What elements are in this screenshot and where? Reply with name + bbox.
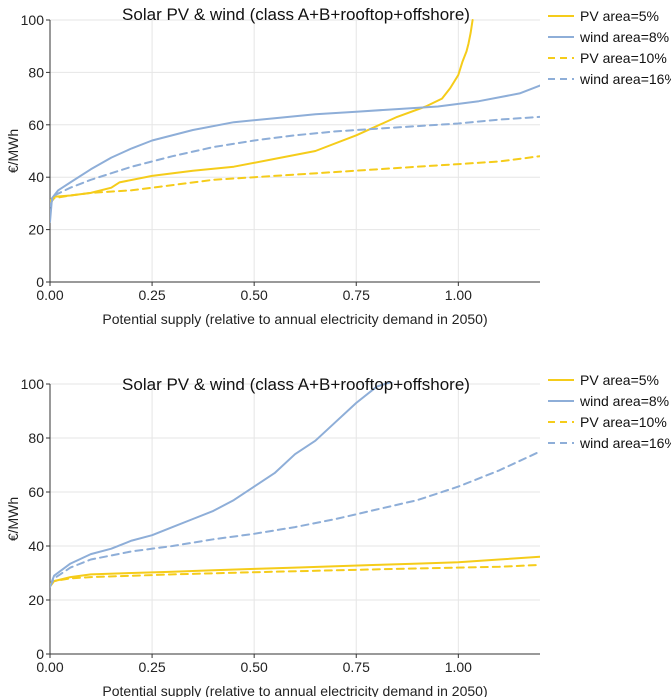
- x-tick-label: 0.75: [343, 659, 370, 675]
- y-axis-title: €/MWh: [5, 129, 21, 173]
- legend-label: wind area=8%: [579, 29, 669, 45]
- x-tick-label: 0.50: [241, 659, 268, 675]
- series-line-pv-area-5: [50, 19, 474, 202]
- chart-title: Solar PV & wind (class A+B+rooftop+offsh…: [122, 375, 470, 394]
- series-line-wind-area-8: [50, 382, 394, 588]
- x-tick-label: 0.25: [138, 659, 165, 675]
- y-tick-label: 0: [36, 646, 44, 662]
- series-line-pv-area-10: [50, 563, 540, 585]
- x-tick-label: 0.50: [241, 287, 268, 303]
- series-line-wind-area-16: [50, 450, 540, 588]
- legend-label: PV area=10%: [580, 50, 667, 66]
- y-tick-label: 100: [21, 376, 45, 392]
- chart-panel-bottom: 0.00 0.25 0.50 0.75 1.00 0 20 40 60 80 100 Potentia…: [5, 372, 671, 697]
- y-tick-label: 60: [28, 484, 44, 500]
- y-axis-title: €/MWh: [5, 497, 21, 541]
- x-tick-label: 1.00: [445, 287, 472, 303]
- x-axis-title: Potential supply (relative to annual ele…: [102, 311, 487, 327]
- x-tick-label: 0.00: [36, 287, 63, 303]
- series-line-wind-area-8: [50, 84, 540, 223]
- series-line-pv-area-5: [50, 555, 540, 588]
- legend-label: PV area=5%: [580, 8, 659, 24]
- series-line-wind-area-16: [50, 115, 540, 207]
- y-tick-label: 20: [28, 222, 44, 238]
- chart-title: Solar PV & wind (class A+B+rooftop+offsh…: [122, 5, 470, 24]
- legend-label: wind area=16%: [579, 71, 671, 87]
- chart-panel-top: 0.00 0.25 0.50 0.75 1.00 0 20 40 60 80 100 Potentia…: [5, 5, 671, 327]
- y-tick-label: 80: [28, 64, 44, 80]
- y-tick-label: 20: [28, 592, 44, 608]
- legend-label: PV area=10%: [580, 414, 667, 430]
- legend-label: PV area=5%: [580, 372, 659, 388]
- y-tick-label: 40: [28, 538, 44, 554]
- y-tick-label: 100: [21, 12, 45, 28]
- x-axis-title: Potential supply (relative to annual ele…: [102, 683, 487, 697]
- y-tick-label: 60: [28, 117, 44, 133]
- x-tick-label: 0.25: [138, 287, 165, 303]
- series-line-pv-area-10: [50, 155, 540, 205]
- y-tick-label: 40: [28, 169, 44, 185]
- x-tick-label: 0.75: [343, 287, 370, 303]
- y-tick-label: 0: [36, 274, 44, 290]
- x-tick-label: 1.00: [445, 659, 472, 675]
- legend-label: wind area=8%: [579, 393, 669, 409]
- legend-label: wind area=16%: [579, 435, 671, 451]
- y-tick-label: 80: [28, 430, 44, 446]
- x-tick-label: 0.00: [36, 659, 63, 675]
